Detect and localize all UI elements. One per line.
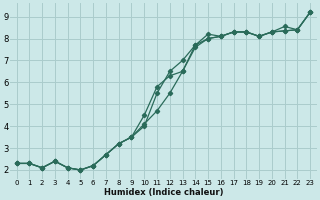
X-axis label: Humidex (Indice chaleur): Humidex (Indice chaleur) [104, 188, 223, 197]
